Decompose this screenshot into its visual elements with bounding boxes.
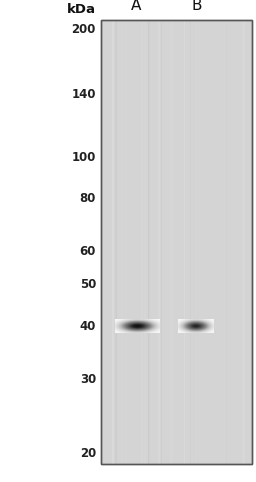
Text: 80: 80	[80, 192, 96, 205]
Bar	[101, 20, 252, 464]
Bar	[141, 20, 143, 464]
Bar	[144, 20, 146, 464]
Bar	[170, 20, 173, 464]
Bar	[148, 20, 150, 464]
Bar	[184, 20, 185, 464]
Bar	[193, 20, 194, 464]
Bar	[101, 20, 252, 464]
Text: 60: 60	[80, 245, 96, 258]
Bar	[242, 20, 244, 464]
Text: 20: 20	[80, 447, 96, 460]
Bar	[121, 20, 123, 464]
Bar	[112, 20, 115, 464]
Text: 100: 100	[72, 150, 96, 163]
Bar	[226, 20, 227, 464]
Bar	[126, 20, 127, 464]
Text: A: A	[131, 0, 141, 13]
Text: kDa: kDa	[67, 3, 96, 16]
Text: 200: 200	[72, 23, 96, 36]
Text: 30: 30	[80, 373, 96, 386]
Text: 40: 40	[80, 320, 96, 333]
Bar	[190, 20, 191, 464]
Bar	[148, 20, 149, 464]
Text: B: B	[192, 0, 202, 13]
Bar	[114, 20, 117, 464]
Bar	[160, 20, 162, 464]
Bar	[158, 20, 161, 464]
Bar	[116, 20, 117, 464]
Text: 140: 140	[71, 88, 96, 101]
Bar	[191, 20, 194, 464]
Text: 50: 50	[80, 279, 96, 292]
